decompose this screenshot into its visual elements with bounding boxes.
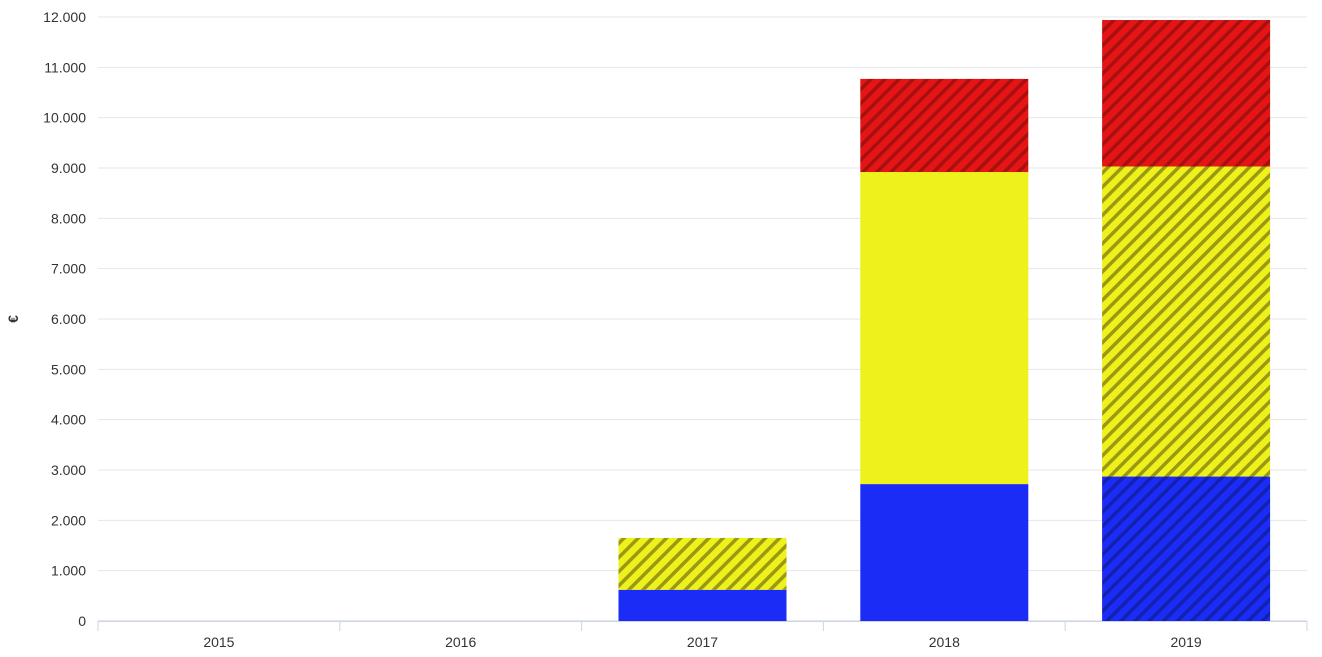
bar-segment[interactable] (1102, 20, 1271, 167)
y-tick-label: 9.000 (51, 160, 86, 176)
bar-segment[interactable] (860, 172, 1029, 485)
y-tick-label: 1.000 (51, 563, 86, 579)
x-tick-label: 2018 (929, 634, 960, 650)
y-tick-label: 12.000 (43, 9, 86, 25)
y-tick-label: 8.000 (51, 210, 86, 226)
bars (618, 20, 1271, 621)
bar-segment[interactable] (618, 589, 787, 621)
bar-segment[interactable] (860, 484, 1029, 621)
bar-segment[interactable] (618, 537, 787, 590)
y-tick-label: 10.000 (43, 110, 86, 126)
x-tick-label: 2019 (1171, 634, 1202, 650)
x-tick-label: 2016 (445, 634, 476, 650)
y-tick-label: 0 (78, 613, 86, 629)
y-tick-label: 6.000 (51, 311, 86, 327)
x-tick-label: 2015 (203, 634, 234, 650)
y-tick-label: 11.000 (44, 59, 86, 75)
y-tick-label: 5.000 (51, 361, 86, 377)
x-tick-label: 2017 (687, 634, 718, 650)
y-tick-label: 2.000 (51, 512, 86, 528)
y-axis-title: € (5, 315, 21, 323)
bar-segment[interactable] (1102, 476, 1271, 621)
bar-segment[interactable] (860, 78, 1029, 173)
bar-segment[interactable] (1102, 166, 1271, 477)
axes: 0 1.000 2.000 3.000 4.000 5.000 6.000 7.000 8.00… (5, 9, 1308, 650)
y-tick-label: 3.000 (51, 462, 86, 478)
y-tick-label: 7.000 (51, 261, 86, 277)
y-tick-label: 4.000 (51, 412, 86, 428)
